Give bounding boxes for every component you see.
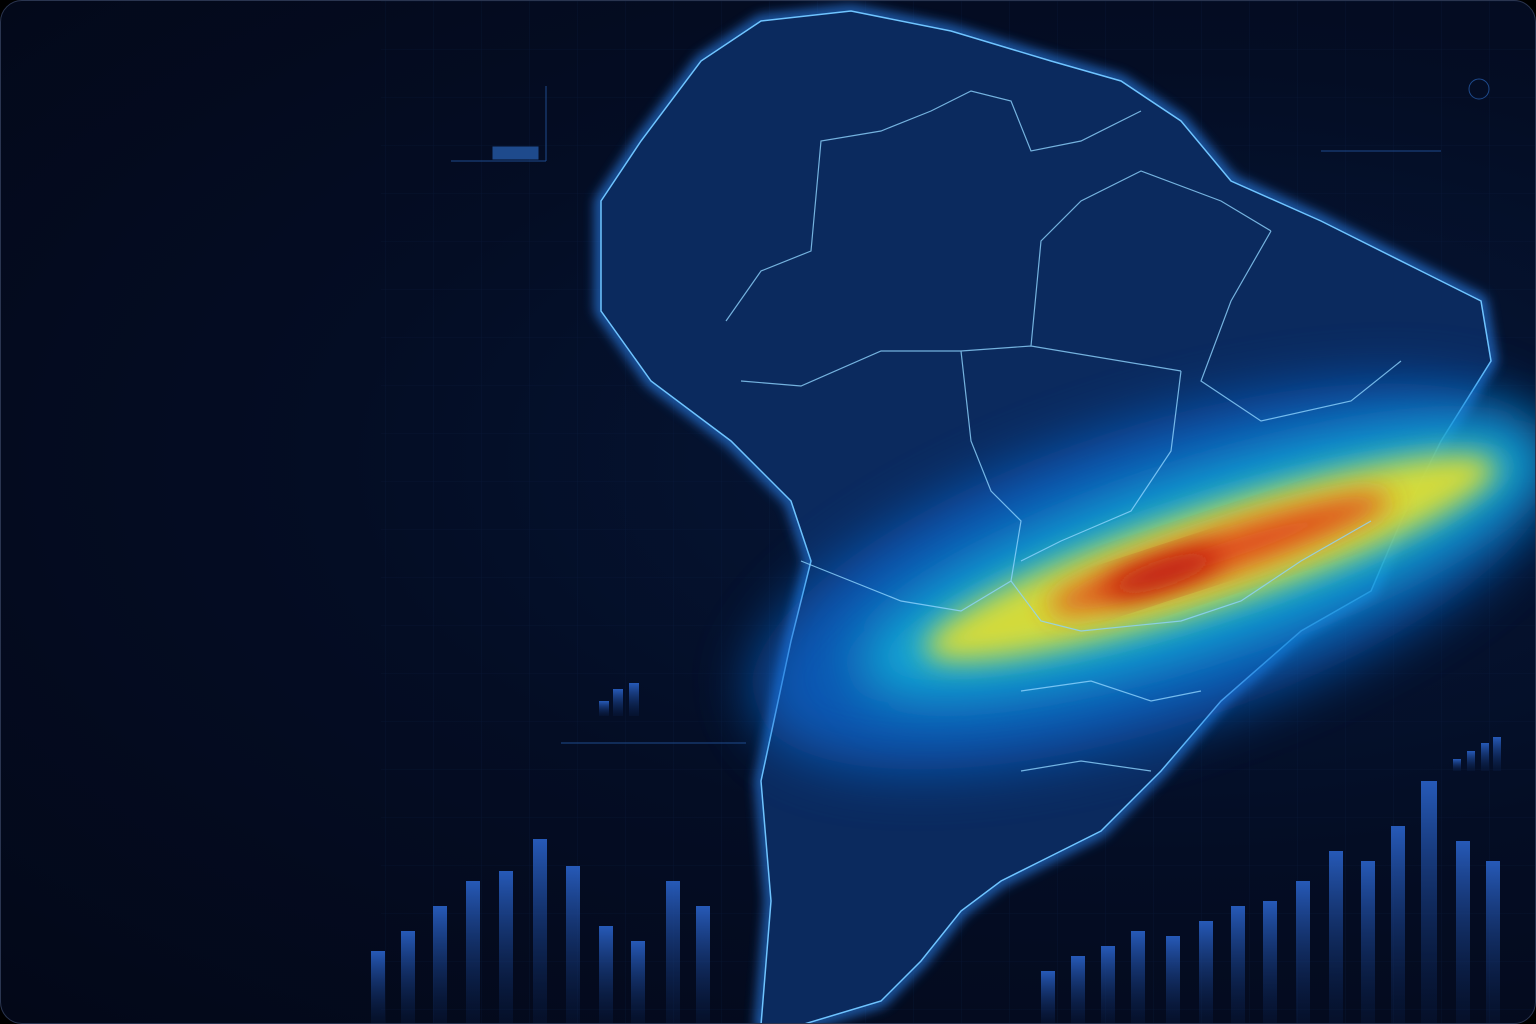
decor [696,906,710,1023]
decor [1231,906,1245,1023]
border [725,90,1142,322]
decor-lines [451,78,1490,744]
decor [533,839,547,1023]
decor [629,683,639,716]
decor [1296,881,1310,1023]
decor [1199,921,1213,1023]
decor [1131,931,1145,1023]
border [1200,230,1402,422]
decor [1166,936,1180,1023]
decor [599,926,613,1023]
decor [1421,781,1437,1023]
decor-bars-left [371,683,710,1023]
border [1020,760,1152,772]
decor [1071,956,1085,1023]
decor [1101,946,1115,1023]
decor [401,931,415,1023]
decor [666,881,680,1023]
heat-core [1105,550,1221,597]
decor [499,871,513,1023]
decor [1361,861,1375,1023]
decor [492,146,539,160]
decor [1481,743,1489,771]
decor [466,881,480,1023]
decor [566,866,580,1023]
decor [1467,751,1475,771]
decor [1486,861,1500,1023]
decor [1493,737,1501,771]
decor [1453,759,1461,771]
decor [433,906,447,1023]
decor [599,701,609,716]
decor [1468,78,1490,100]
border [1030,170,1272,347]
decor [371,951,385,1023]
border [960,350,1082,632]
border [740,345,1182,387]
heatmap [751,383,1535,770]
borders [725,90,1402,772]
border [1080,520,1372,632]
decor [1391,826,1405,1023]
decor [631,941,645,1023]
decor [1456,841,1470,1023]
decor [1041,971,1055,1023]
border [800,560,1012,612]
border [1020,680,1202,702]
decor [613,689,623,716]
border [1020,370,1182,562]
decor-bars-right [1041,737,1501,1023]
decor [1263,901,1277,1023]
decor [1329,851,1343,1023]
